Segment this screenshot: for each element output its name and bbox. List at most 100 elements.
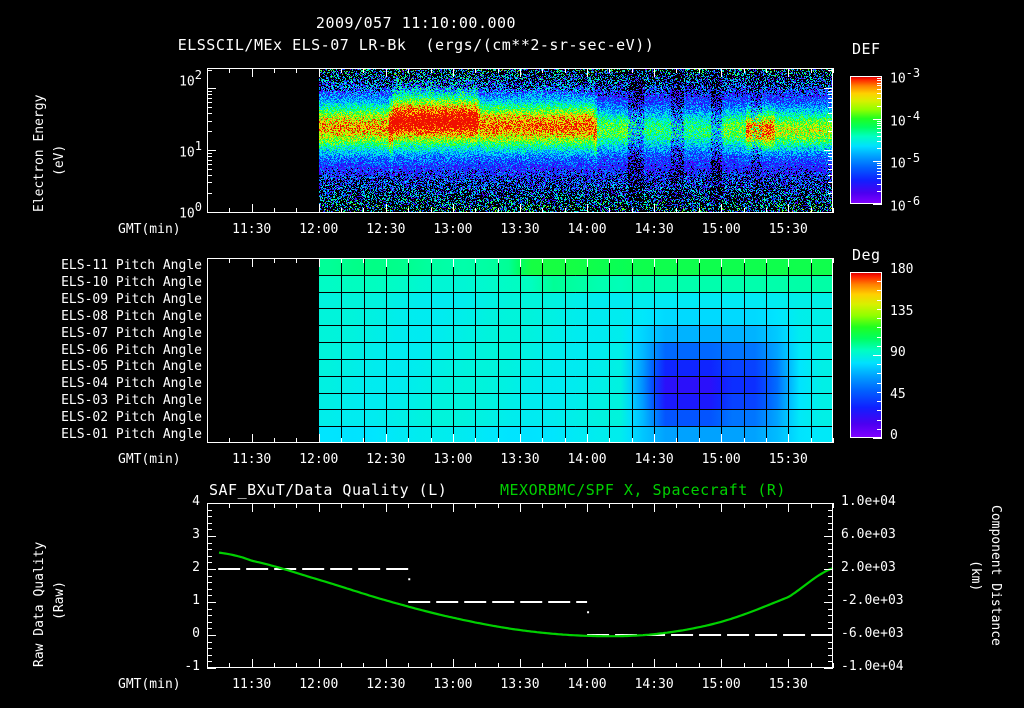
bottom-ytick-left: -1 — [184, 659, 200, 674]
def-colorbar-tick-exponent: -3 — [905, 66, 921, 80]
spectrogram-ytick-1-exponent: 1 — [194, 139, 202, 153]
tick-mark — [873, 438, 882, 439]
xtick-label: 14:30 — [634, 222, 674, 237]
pitchangle-row-label: ELS-06 Pitch Angle — [61, 342, 202, 358]
pitchangle-row-label: ELS-03 Pitch Angle — [61, 392, 202, 408]
tick-mark — [833, 208, 834, 213]
xtick-label: 12:30 — [366, 452, 406, 467]
def-colorbar-tick-mantissa: 10 — [890, 199, 906, 215]
def-colorbar-tick-mantissa: 10 — [890, 156, 906, 172]
pitchangle-xlabel: GMT(min) — [118, 452, 181, 467]
spectrogram-ytick-0-mantissa: 10 — [179, 206, 195, 222]
spectrogram-ytick-2: 102 — [156, 68, 202, 89]
bottom-plot-traces — [218, 551, 834, 638]
xtick-label: 13:30 — [500, 222, 540, 237]
pitchangle-row-label: ELS-08 Pitch Angle — [61, 308, 202, 324]
def-colorbar-tick: 10-4 — [890, 109, 920, 129]
xtick-label: 13:00 — [433, 222, 473, 237]
xtick-label: 14:30 — [634, 452, 674, 467]
deg-colorbar-tick: 180 — [890, 262, 914, 277]
xtick-label: 14:00 — [567, 222, 607, 237]
bottom-ytick-left: 2 — [192, 560, 200, 575]
bottom-plot-panel[interactable] — [207, 503, 834, 668]
bottom-ytick-left: 1 — [192, 593, 200, 608]
pitchangle-panel[interactable] — [207, 258, 833, 443]
def-colorbar-tick-mantissa: 10 — [890, 71, 906, 87]
xtick-label: 13:30 — [500, 677, 540, 692]
spectrogram-ylabel-line2: (eV) — [52, 144, 67, 176]
pitchangle-row-label: ELS-11 Pitch Angle — [61, 258, 202, 274]
def-colorbar-tick: 10-3 — [890, 66, 920, 86]
bottom-ytick-right: -2.0e+03 — [841, 593, 904, 608]
data-quality-transition-marker — [587, 611, 590, 614]
bottom-ylabel-left-line2: (Raw) — [52, 580, 67, 620]
def-colorbar-tick-exponent: -4 — [905, 108, 921, 123]
xtick-label: 14:00 — [567, 677, 607, 692]
xtick-label: 15:00 — [701, 452, 741, 467]
xtick-label: 15:30 — [768, 677, 808, 692]
xtick-label: 13:00 — [433, 452, 473, 467]
spectrogram-ytick-0-exponent: 0 — [194, 200, 202, 214]
xtick-label: 11:30 — [232, 222, 272, 237]
bottom-title-right: MEXORBMC/SPF X, Spacecraft (R) — [500, 481, 786, 499]
pitchangle-row-label: ELS-10 Pitch Angle — [61, 275, 202, 291]
spacecraft-distance-curve — [218, 551, 834, 638]
tick-mark — [833, 663, 834, 668]
xtick-label: 14:30 — [634, 677, 674, 692]
xtick-label: 13:00 — [433, 677, 473, 692]
deg-colorbar[interactable] — [850, 272, 882, 438]
tick-mark — [824, 668, 833, 669]
pitchangle-row-label: ELS-09 Pitch Angle — [61, 292, 202, 308]
pitchangle-row-label: ELS-04 Pitch Angle — [61, 376, 202, 392]
bottom-ytick-right: -1.0e+04 — [841, 659, 904, 674]
xtick-label: 14:00 — [567, 452, 607, 467]
deg-colorbar-tick: 135 — [890, 303, 914, 319]
spectrogram-ytick-1: 101 — [156, 139, 202, 160]
spectrogram-ytick-2-exponent: 2 — [194, 68, 202, 82]
xtick-label: 12:30 — [366, 677, 406, 692]
bottom-ytick-right: 6.0e+03 — [841, 527, 896, 542]
pitchangle-row-label: ELS-05 Pitch Angle — [61, 359, 202, 375]
tick-mark — [833, 438, 834, 443]
bottom-title-left: SAF_BXuT/Data Quality (L) — [209, 481, 448, 499]
def-colorbar-tick: 10-6 — [890, 194, 920, 214]
bottom-ytick-right: 2.0e+03 — [841, 560, 896, 575]
tick-mark — [833, 68, 834, 73]
bottom-ytick-right: 1.0e+04 — [841, 494, 896, 509]
deg-colorbar-title: Deg — [852, 246, 881, 264]
xtick-label: 12:00 — [299, 452, 339, 467]
xtick-label: 11:30 — [232, 452, 272, 467]
bottom-ytick-left: 3 — [192, 527, 200, 542]
xtick-label: 13:30 — [500, 452, 540, 467]
def-colorbar-tick-exponent: -5 — [905, 151, 921, 166]
def-colorbar[interactable] — [850, 76, 882, 204]
spectrogram-ylabel-line1: Electron Energy — [32, 94, 47, 212]
data-quality-transition-marker — [408, 578, 411, 581]
tick-mark — [873, 204, 882, 205]
deg-colorbar-tick: 90 — [890, 345, 906, 360]
page-subtitle: ELSSCIL/MEx ELS-07 LR-Bk (ergs/(cm**2-sr… — [177, 36, 655, 54]
spectrogram-panel[interactable] — [207, 68, 833, 213]
pitchangle-row-label: ELS-02 Pitch Angle — [61, 409, 202, 425]
deg-colorbar-tick: 45 — [890, 386, 906, 402]
xtick-label: 12:30 — [366, 222, 406, 237]
bottom-ytick-left: 4 — [192, 494, 200, 509]
bottom-ylabel-left-line1: Raw Data Quality — [32, 541, 47, 667]
tick-mark — [207, 668, 216, 669]
bottom-ylabel-right-line1: Component Distance — [988, 505, 1003, 646]
xtick-label: 12:00 — [299, 222, 339, 237]
xtick-label: 12:00 — [299, 677, 339, 692]
xtick-label: 15:30 — [768, 452, 808, 467]
def-colorbar-tick-exponent: -6 — [905, 194, 921, 208]
tick-mark — [833, 258, 834, 263]
xtick-label: 15:30 — [768, 222, 808, 237]
def-colorbar-tick-mantissa: 10 — [890, 113, 906, 129]
spectrogram-xlabel: GMT(min) — [118, 222, 181, 237]
bottom-ylabel-right-line2: (km) — [968, 560, 983, 592]
xtick-label: 15:00 — [701, 222, 741, 237]
spectrogram-image — [207, 68, 833, 213]
xtick-label: 11:30 — [232, 677, 272, 692]
pitchangle-image — [207, 258, 833, 443]
spectrogram-ytick-2-mantissa: 10 — [179, 74, 195, 90]
